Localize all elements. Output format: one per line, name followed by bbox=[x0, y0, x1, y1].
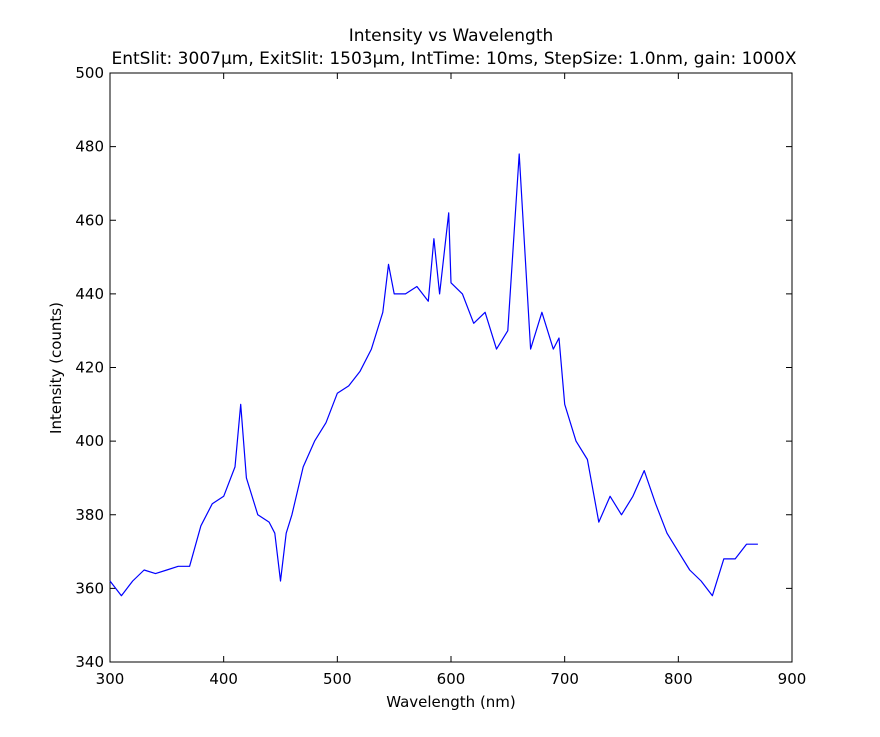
y-tick-label: 480 bbox=[75, 138, 104, 156]
y-tick-label: 380 bbox=[75, 506, 104, 524]
series-line bbox=[109, 153, 758, 597]
y-tick-label: 440 bbox=[75, 285, 104, 303]
x-tick-label: 500 bbox=[323, 670, 352, 688]
chart-title: Intensity vs Wavelength bbox=[349, 26, 554, 46]
x-axis-ticks: 300 400 500 600 700 800 900 bbox=[96, 73, 807, 688]
x-tick-label: 400 bbox=[209, 670, 238, 688]
y-tick-label: 460 bbox=[75, 211, 104, 229]
y-axis-label: Intensity (counts) bbox=[47, 302, 65, 434]
x-tick-label: 700 bbox=[550, 670, 579, 688]
y-tick-label: 500 bbox=[75, 64, 104, 82]
y-axis-ticks: 340 360 380 400 420 440 460 480 500 bbox=[75, 64, 792, 671]
y-tick-label: 340 bbox=[75, 653, 104, 671]
y-tick-label: 360 bbox=[75, 579, 104, 597]
x-axis-label: Wavelength (nm) bbox=[386, 693, 516, 711]
x-tick-label: 800 bbox=[664, 670, 693, 688]
x-tick-label: 600 bbox=[437, 670, 466, 688]
x-tick-label: 900 bbox=[778, 670, 807, 688]
plot-area: 300 400 500 600 700 800 900 340 360 380 400 420 440… bbox=[75, 64, 806, 688]
chart-subtitle: EntSlit: 3007μm, ExitSlit: 1503μm, IntTi… bbox=[111, 49, 796, 69]
y-tick-label: 420 bbox=[75, 359, 104, 377]
x-tick-label: 300 bbox=[96, 670, 125, 688]
y-tick-label: 400 bbox=[75, 432, 104, 450]
